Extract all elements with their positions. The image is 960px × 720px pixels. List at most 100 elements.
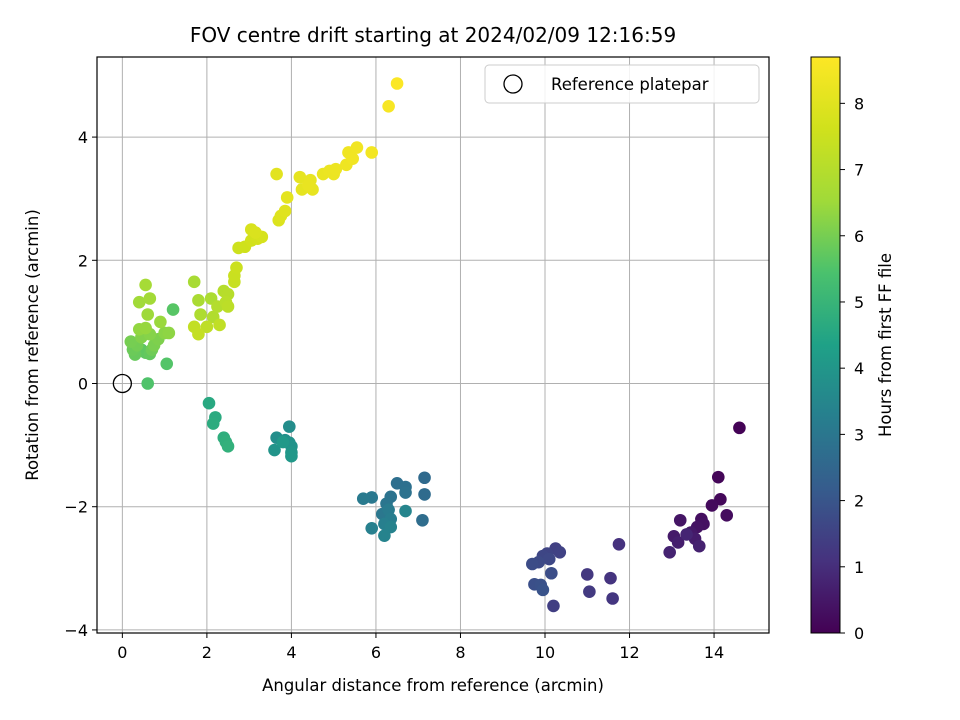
chart-title: FOV centre drift starting at 2024/02/09 … — [190, 23, 676, 47]
scatter-point — [141, 377, 155, 390]
scatter-point — [200, 320, 214, 334]
scatter-point — [202, 396, 216, 410]
colorbar-tick-label: 1 — [854, 558, 864, 577]
x-tick-label: 8 — [455, 643, 465, 662]
colorbar-tick-label: 7 — [854, 161, 864, 180]
scatter-point — [604, 571, 617, 585]
y-tick-label: 0 — [78, 375, 88, 394]
scatter-point — [382, 99, 395, 113]
colorbar-tick-label: 6 — [854, 227, 864, 246]
scatter-point — [378, 529, 391, 542]
scatter-point — [329, 162, 343, 176]
colorbar-label: Hours from first FF file — [876, 253, 895, 437]
reference-marker — [112, 373, 133, 394]
scatter-point — [542, 552, 556, 566]
scatter-point — [160, 357, 174, 371]
scatter-point — [139, 321, 152, 335]
colorbar-tick-label: 2 — [854, 492, 864, 511]
x-tick-label: 14 — [704, 643, 724, 662]
scatter-point — [280, 191, 294, 204]
colorbar-tick-label: 0 — [854, 624, 864, 643]
scatter-point — [194, 308, 207, 321]
scatter-point — [221, 440, 235, 453]
legend-marker-circle-icon — [503, 74, 523, 94]
scatter-point — [365, 521, 379, 535]
scatter-point — [268, 443, 281, 457]
scatter-point — [606, 592, 619, 605]
scatter-point — [671, 536, 685, 549]
scatter-point — [283, 420, 296, 433]
scatter-point — [139, 278, 152, 292]
scatter-point — [612, 537, 626, 551]
scatter-point — [692, 539, 706, 553]
scatter-point — [680, 528, 693, 541]
scatter-point — [132, 295, 146, 309]
scatter-point — [705, 499, 719, 512]
y-axis-label: Rotation from reference (arcmin) — [23, 209, 42, 481]
colorbar-tick-label: 4 — [854, 359, 864, 378]
scatter-point — [526, 557, 539, 571]
y-tick-label: 4 — [78, 128, 88, 147]
scatter-point — [711, 470, 725, 484]
scatter-point — [416, 513, 429, 527]
y-tick-label: 2 — [78, 251, 88, 270]
scatter-point — [733, 421, 746, 435]
scatter-point — [356, 492, 370, 506]
scatter-point — [399, 486, 412, 499]
legend: Reference platepar — [484, 64, 760, 104]
x-axis-ticks: 0 2 4 6 8 10 12 14 — [117, 633, 724, 662]
reference-platepar-point — [112, 373, 133, 394]
scatter-point — [166, 303, 180, 316]
grid — [97, 57, 769, 633]
data-points — [124, 77, 746, 613]
plot-frame — [96, 56, 770, 634]
scatter-point — [154, 315, 167, 329]
colorbar-ticks: 0 1 2 3 4 5 6 7 8 — [840, 94, 864, 643]
scatter-point — [285, 449, 298, 463]
x-tick-label: 10 — [535, 643, 555, 662]
scatter-point — [350, 141, 364, 154]
scatter-point — [124, 335, 138, 348]
scatter-point — [547, 599, 560, 613]
scatter-point — [249, 226, 262, 239]
scatter-point — [162, 326, 176, 340]
colorbar-tick-label: 5 — [854, 293, 864, 312]
scatter-point — [720, 509, 734, 522]
scatter-point — [276, 435, 290, 449]
x-tick-label: 2 — [202, 643, 212, 662]
colorbar-tick-label: 3 — [854, 425, 864, 444]
scatter-point — [418, 471, 431, 485]
scatter-point — [187, 275, 201, 289]
x-tick-label: 0 — [117, 643, 127, 662]
y-axis-ticks: −4 −2 0 2 4 — [64, 128, 97, 640]
legend-entry-reference-platepar: Reference platepar — [551, 75, 709, 94]
scatter-point — [390, 77, 404, 90]
scatter-point — [221, 300, 235, 313]
y-tick-label: −2 — [64, 498, 88, 517]
scatter-point — [580, 568, 594, 581]
scatter-point — [206, 417, 220, 430]
scatter-point — [346, 152, 359, 165]
scatter-point — [583, 585, 596, 599]
scatter-point — [302, 178, 315, 192]
scatter-point — [536, 583, 550, 597]
scatter-point — [365, 146, 379, 159]
legend-box — [484, 64, 760, 104]
scatter-point — [230, 261, 243, 274]
scatter-point — [213, 318, 226, 332]
scatter-point — [673, 513, 687, 527]
y-tick-label: −4 — [64, 621, 88, 640]
scatter-point — [141, 308, 155, 321]
colorbar: 0 1 2 3 4 5 6 7 8 Hours from first FF file — [810, 56, 895, 643]
scatter-point — [192, 327, 205, 341]
scatter-point — [278, 204, 292, 218]
scatter-point — [192, 294, 205, 307]
scatter-point — [663, 545, 676, 559]
x-tick-label: 4 — [286, 643, 296, 662]
x-axis-label: Angular distance from reference (arcmin) — [262, 676, 604, 695]
scatter-point — [545, 566, 558, 580]
colorbar-tick-label: 8 — [854, 94, 864, 113]
colorbar-gradient — [810, 56, 841, 634]
scatter-point — [418, 488, 431, 501]
